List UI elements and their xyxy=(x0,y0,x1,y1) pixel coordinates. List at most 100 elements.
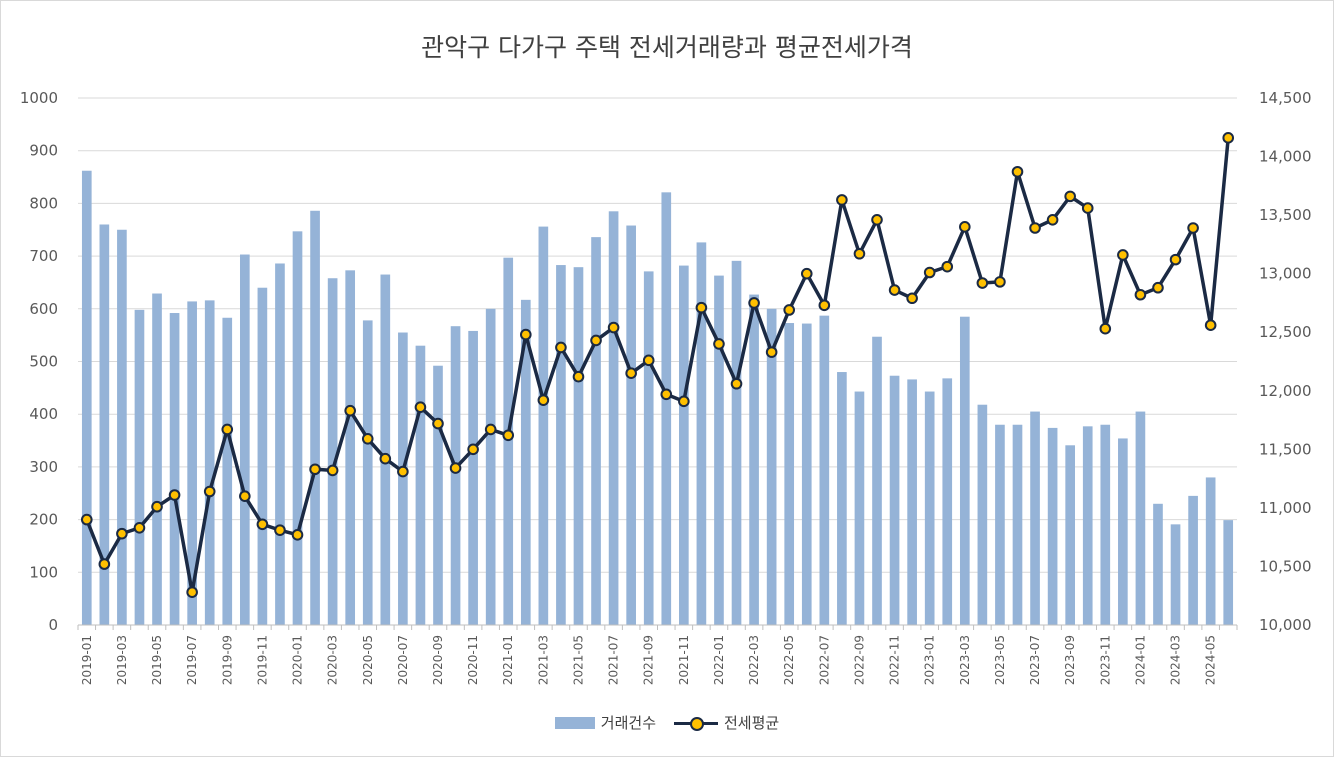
line-point xyxy=(800,267,813,280)
line-point xyxy=(309,463,321,476)
bar xyxy=(749,294,759,625)
bar xyxy=(81,170,92,625)
x-tick-label: 2021-01 xyxy=(501,635,515,685)
bar xyxy=(766,308,777,625)
bar xyxy=(538,226,549,625)
right-y-axis: 10,000 10,500 11,000 11,500 12,000 12,500 13,0… xyxy=(1259,89,1312,634)
line-point xyxy=(484,423,497,436)
x-tick-label: 2022-05 xyxy=(782,635,796,685)
line-point xyxy=(344,404,356,417)
legend-label-line: 전세평균 xyxy=(724,714,780,732)
line-point xyxy=(291,529,304,541)
line-point xyxy=(379,452,392,465)
chart-title: 관악구 다가구 주택 전세거래량과 평균전세가격 xyxy=(421,33,913,62)
line-point xyxy=(1152,281,1164,294)
line-point xyxy=(783,304,796,316)
x-tick-label: 2019-01 xyxy=(80,635,94,685)
bar xyxy=(907,379,917,625)
x-tick-label: 2020-11 xyxy=(466,635,480,685)
y-left-tick-label: 900 xyxy=(29,142,58,160)
line-point xyxy=(1081,202,1094,214)
x-tick-label: 2023-05 xyxy=(993,635,1007,685)
y-right-tick-label: 12,500 xyxy=(1259,323,1312,341)
bar xyxy=(1100,424,1111,625)
bar xyxy=(889,375,900,625)
bar xyxy=(503,257,514,625)
bar xyxy=(784,323,795,625)
x-tick-label: 2019-11 xyxy=(255,635,269,685)
x-tick-label: 2023-01 xyxy=(923,635,937,685)
line-point xyxy=(555,341,567,354)
bar xyxy=(1082,426,1093,625)
bar xyxy=(169,313,180,625)
x-tick-label: 2024-01 xyxy=(1133,635,1147,685)
y-left-tick-label: 500 xyxy=(29,353,58,371)
y-left-tick-label: 0 xyxy=(48,616,58,634)
legend-item-bars: 거래건수 xyxy=(554,712,656,733)
x-tick-label: 2020-07 xyxy=(396,635,410,685)
bar xyxy=(872,336,882,625)
y-right-tick-label: 10,000 xyxy=(1259,616,1312,634)
line-point xyxy=(1222,132,1235,144)
x-tick-label: 2020-01 xyxy=(291,635,305,685)
x-tick-label: 2022-09 xyxy=(852,635,866,685)
bar xyxy=(433,365,443,625)
line-point xyxy=(1169,253,1182,266)
line-point xyxy=(660,388,673,401)
bar xyxy=(380,274,391,625)
line-point xyxy=(994,276,1006,288)
bar xyxy=(257,287,268,625)
line-point xyxy=(906,292,918,305)
line-point xyxy=(1064,190,1076,203)
x-tick-label: 2023-03 xyxy=(958,635,972,685)
line-series-전세평균 xyxy=(80,132,1235,599)
line-point xyxy=(537,394,550,406)
bar xyxy=(204,300,215,625)
legend-line-swatch xyxy=(674,716,718,731)
bar xyxy=(187,301,197,625)
line-point xyxy=(168,489,181,501)
bar xyxy=(275,263,285,625)
x-tick-label: 2019-05 xyxy=(150,635,164,685)
x-tick-label: 2024-03 xyxy=(1169,635,1183,685)
bar xyxy=(995,424,1005,625)
bar xyxy=(222,317,233,625)
x-tick-label: 2019-07 xyxy=(185,635,199,685)
line-point xyxy=(256,518,269,531)
bar xyxy=(1065,445,1076,625)
bar xyxy=(1118,438,1128,625)
x-tick-label: 2021-03 xyxy=(536,635,550,685)
line-point xyxy=(572,370,585,383)
bar xyxy=(1135,411,1146,625)
bar xyxy=(134,309,145,625)
bar xyxy=(591,237,601,626)
bar xyxy=(468,330,478,625)
x-tick-label: 2021-05 xyxy=(571,635,585,685)
line-point xyxy=(923,266,936,279)
line-point xyxy=(203,485,216,498)
line-point xyxy=(1204,319,1217,331)
line-point xyxy=(976,277,989,289)
x-tick-label: 2021-11 xyxy=(677,635,691,685)
line-point xyxy=(748,297,760,309)
line-point xyxy=(730,377,743,390)
x-tick-label: 2022-11 xyxy=(888,635,902,685)
bar xyxy=(1047,427,1058,625)
y-left-tick-label: 800 xyxy=(29,194,58,212)
line-point xyxy=(151,500,163,513)
left-y-axis: 0 100 200 300 400 500 600 700 800 900 1000 xyxy=(20,89,58,634)
line-point xyxy=(853,247,866,260)
y-right-tick-label: 11,000 xyxy=(1259,499,1312,517)
bar xyxy=(679,265,689,625)
bar xyxy=(520,299,531,625)
line-point xyxy=(1029,222,1041,234)
x-tick-label: 2022-03 xyxy=(747,635,761,685)
bar xyxy=(310,210,320,625)
legend-label-bars: 거래건수 xyxy=(600,714,656,732)
line-point xyxy=(397,465,409,478)
x-tick-label: 2019-03 xyxy=(115,635,129,685)
bar xyxy=(942,378,953,625)
line-point xyxy=(713,338,725,350)
x-tick-label: 2021-09 xyxy=(642,635,656,685)
